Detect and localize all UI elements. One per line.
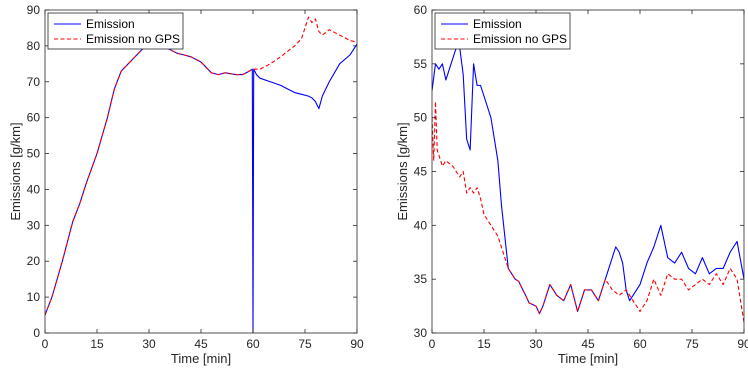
x-tick-label: 45	[194, 337, 208, 351]
x-tick-label: 90	[737, 337, 748, 351]
y-tick-label: 55	[414, 57, 428, 71]
legend-label: Emission no GPS	[86, 32, 180, 46]
x-tick-label: 15	[90, 337, 104, 351]
x-tick-label: 45	[581, 337, 595, 351]
x-axis-label: Time [min]	[171, 351, 231, 366]
y-axis-label: Emissions [g/km]	[8, 122, 23, 220]
x-axis-label: Time [min]	[558, 351, 618, 366]
y-tick-label: 80	[27, 39, 41, 53]
y-tick-label: 40	[27, 182, 41, 196]
plot-area	[45, 10, 357, 333]
y-tick-label: 40	[414, 218, 428, 232]
y-tick-label: 70	[27, 75, 41, 89]
y-tick-label: 60	[27, 111, 41, 125]
chart-panel-2: 0 15 30 45 60 75 90 30 35 40 45 50 55 60 Time [min] Emi…	[395, 3, 748, 366]
y-tick-label: 35	[414, 272, 428, 286]
x-tick-label: 0	[429, 337, 436, 351]
y-tick-label: 45	[414, 165, 428, 179]
y-tick-label: 20	[27, 254, 41, 268]
legend-label: Emission no GPS	[473, 32, 567, 46]
legend-box	[47, 12, 184, 50]
y-tick-label: 30	[27, 218, 41, 232]
x-tick-label: 60	[633, 337, 647, 351]
x-tick-label: 15	[477, 337, 491, 351]
legend-label: Emission	[473, 17, 522, 31]
plot-area	[432, 10, 744, 333]
y-tick-label: 50	[414, 111, 428, 125]
series-line-emission-no-gps	[45, 16, 357, 316]
x-tick-label: 90	[350, 337, 364, 351]
x-tick-label: 75	[685, 337, 699, 351]
x-tick-label: 75	[298, 337, 312, 351]
series-line-emission-no-gps	[432, 100, 744, 323]
y-tick-label: 10	[27, 290, 41, 304]
y-tick-label: 50	[27, 147, 41, 161]
x-tick-label: 30	[529, 337, 543, 351]
y-tick-label: 60	[414, 3, 428, 17]
x-tick-label: 30	[142, 337, 156, 351]
y-axis-label: Emissions [g/km]	[395, 122, 410, 220]
y-tick-label: 30	[414, 326, 428, 340]
x-tick-label: 60	[246, 337, 260, 351]
legend-box	[434, 12, 571, 50]
chart-panel-1: 0 15 30 45 60 75 90 0 10 20 30 40 50 60 70 80 90 Time [mi…	[8, 3, 364, 366]
legend-label: Emission	[86, 17, 135, 31]
y-tick-label: 0	[33, 326, 40, 340]
x-tick-label: 0	[42, 337, 49, 351]
y-tick-label: 90	[27, 3, 41, 17]
